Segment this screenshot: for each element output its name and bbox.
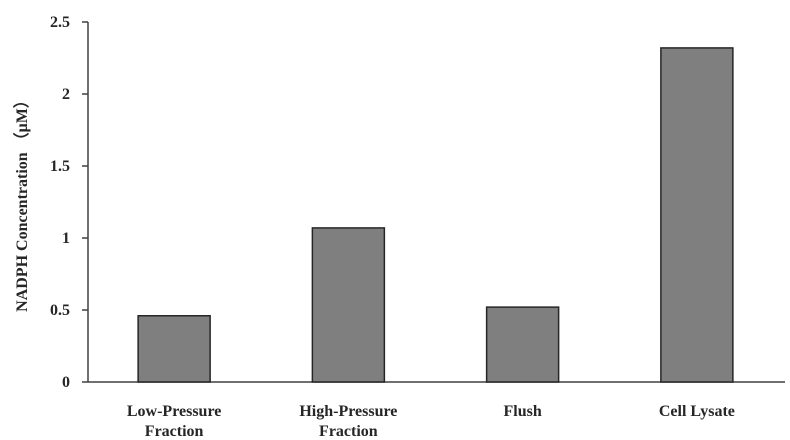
y-tick-label: 1.5 [50, 158, 70, 175]
y-axis-ticks: 0 0.5 1 1.5 2 2.5 [50, 14, 88, 391]
y-axis-title: NADPH Concentration （μM） [13, 92, 31, 312]
y-tick-label: 1 [62, 230, 70, 247]
x-category-label: High-Pressure Fraction [299, 403, 397, 440]
y-tick-label: 2.5 [50, 14, 70, 31]
y-tick-label: 2 [62, 86, 70, 103]
y-tick-label: 0 [62, 374, 70, 391]
x-category-label: Low-Pressure Fraction [127, 403, 222, 440]
bar [311, 227, 386, 383]
bar [137, 315, 211, 383]
x-axis-category-labels: Low-Pressure Fraction High-Pressure Fractio… [127, 403, 735, 440]
bars [137, 47, 734, 383]
x-category-label: Flush [504, 403, 542, 420]
x-category-label: Cell Lysate [659, 403, 735, 420]
y-tick-label: 0.5 [50, 302, 70, 319]
bar [485, 306, 560, 383]
bar [660, 47, 734, 383]
